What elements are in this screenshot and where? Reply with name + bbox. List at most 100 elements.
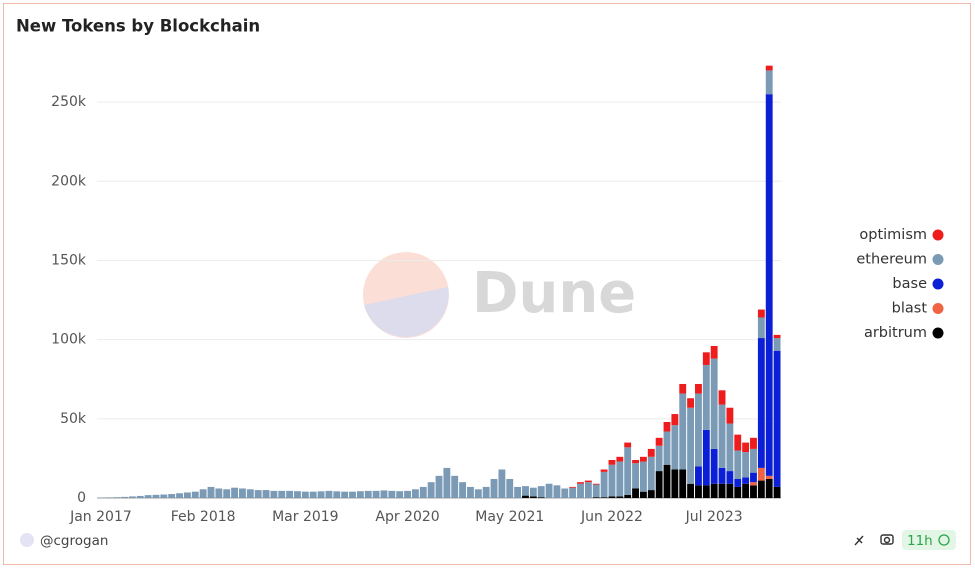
bar-segment <box>356 491 364 498</box>
bar-segment <box>710 483 718 498</box>
bar-segment <box>632 488 639 498</box>
bar-segment <box>726 471 734 484</box>
bar-segment <box>679 393 687 470</box>
bar-segment <box>482 486 490 498</box>
bar-segment <box>734 478 742 487</box>
bar-segment <box>168 494 176 498</box>
bar-segment <box>121 496 128 498</box>
bar-segment <box>467 486 474 498</box>
bar-segment <box>742 477 750 484</box>
legend-swatch <box>932 229 944 241</box>
x-tick-label: Mar 2019 <box>272 509 339 525</box>
bar-segment <box>687 398 695 408</box>
legend-label: ethereum <box>856 252 927 268</box>
bar-segment <box>160 494 168 498</box>
x-tick-label: May 2021 <box>475 509 544 525</box>
bar-segment <box>435 475 443 498</box>
bar-segment <box>372 490 380 498</box>
bar-segment <box>671 414 679 426</box>
y-tick-label: 100k <box>51 332 87 348</box>
author[interactable]: @cgrogan <box>40 533 108 549</box>
bar-segment <box>616 461 624 497</box>
bar-segment <box>718 390 726 405</box>
bar-segment <box>624 442 632 448</box>
bar-segment <box>773 486 781 498</box>
bar-segment <box>734 486 742 498</box>
bar-segment <box>592 497 600 498</box>
legend-swatch <box>932 327 944 339</box>
bar-segment <box>695 485 702 498</box>
bar-segment <box>537 486 545 498</box>
bar-segment <box>742 452 750 478</box>
bar-segment <box>710 448 718 484</box>
bar-segment <box>750 448 757 473</box>
bar-segment <box>655 445 663 472</box>
bar-segment <box>695 383 702 394</box>
bar-segment <box>294 491 301 498</box>
bar-segment <box>710 345 718 359</box>
bar-segment <box>687 407 695 484</box>
bar-segment <box>113 497 121 498</box>
bar-segment <box>301 491 309 498</box>
bar-segment <box>404 490 411 498</box>
bar-segment <box>584 480 592 483</box>
bar-segment <box>632 459 639 464</box>
bar-segment <box>490 478 498 498</box>
footer-icons <box>854 534 894 546</box>
bar-segment <box>529 487 537 497</box>
bar-segment <box>773 338 781 351</box>
legend-label: optimism <box>859 227 927 243</box>
bar-segment <box>529 496 537 498</box>
bar-segment <box>765 70 773 95</box>
bar-segment <box>317 491 325 498</box>
age-icon <box>938 534 950 546</box>
watermark-logo <box>363 252 449 338</box>
bar-segment <box>592 484 600 498</box>
bar-segment <box>718 467 726 484</box>
bar-segment <box>765 65 773 71</box>
bar-segment <box>561 488 569 498</box>
bar-segment <box>128 496 136 498</box>
bar-segment <box>647 490 655 498</box>
bar-segment <box>270 490 278 498</box>
bar-segment <box>419 486 427 498</box>
bar-segment <box>655 437 663 446</box>
bar-segment <box>349 491 356 498</box>
bar-segment <box>632 463 639 489</box>
bar-segment <box>647 448 655 457</box>
bar-segment <box>459 482 467 498</box>
bar-segment <box>569 487 577 498</box>
bar-segment <box>624 447 632 495</box>
bar-segment <box>569 486 577 488</box>
bar-segment <box>702 429 710 486</box>
bar-segment <box>663 431 671 465</box>
bar-segment <box>757 317 765 339</box>
chart-title: New Tokens by Blockchain <box>16 17 260 36</box>
bar-segment <box>726 423 734 472</box>
bar-segment <box>411 489 419 498</box>
bar-segment <box>757 338 765 468</box>
bar-segment <box>647 456 655 491</box>
bar-segment <box>396 491 404 498</box>
bar-segment <box>333 491 341 498</box>
bar-segment <box>278 490 286 498</box>
bar-segment <box>592 483 600 485</box>
bar-segment <box>388 490 396 498</box>
bar-segment <box>325 490 333 498</box>
bar-segment <box>687 483 695 498</box>
legend-swatch <box>932 278 944 290</box>
bar-segment <box>639 491 647 498</box>
x-tick-label: Feb 2018 <box>171 509 236 525</box>
bar-segment <box>474 489 482 498</box>
bar-segment <box>286 490 294 498</box>
bar-segment <box>773 334 781 339</box>
x-tick-label: Apr 2020 <box>375 509 439 525</box>
bar-segment <box>522 495 529 498</box>
bar-segment <box>537 497 545 498</box>
bar-segment <box>639 461 647 492</box>
legend-label: base <box>892 276 927 292</box>
legend-swatch <box>932 254 944 265</box>
card-border <box>3 3 971 565</box>
age: 11h <box>907 533 933 549</box>
